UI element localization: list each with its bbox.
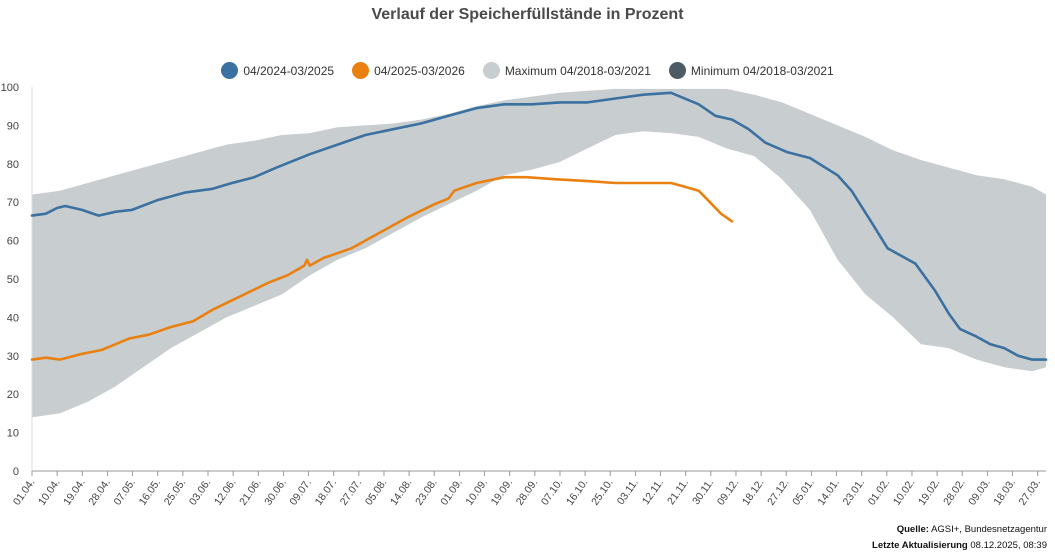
- x-tick-label: 14.01.: [815, 477, 842, 508]
- legend-marker-minimum: [668, 62, 686, 79]
- x-tick-label: 27.07.: [338, 477, 365, 508]
- x-tick-label: 09.12.: [715, 477, 742, 508]
- y-tick-label: 10: [7, 428, 19, 440]
- y-tick-label: 20: [7, 389, 19, 401]
- x-tick-label: 28.09.: [514, 477, 541, 508]
- y-tick-label: 60: [7, 236, 19, 248]
- y-tick-label: 100: [1, 82, 19, 94]
- y-tick-label: 70: [7, 197, 19, 209]
- y-tick-label: 0: [13, 466, 19, 478]
- x-tick-label: 23.01.: [841, 477, 868, 508]
- x-tick-label: 10.09.: [463, 477, 490, 508]
- y-tick-label: 90: [7, 120, 19, 132]
- x-tick-label: 12.11.: [640, 477, 666, 507]
- x-tick-label: 16.10.: [564, 477, 591, 508]
- x-tick-label: 19.04.: [61, 477, 88, 508]
- x-tick-label: 05.08.: [363, 477, 390, 508]
- x-tick-label: 10.02.: [891, 477, 918, 508]
- x-tick-label: 09.07.: [287, 477, 314, 508]
- x-tick-label: 12.06.: [212, 477, 239, 508]
- legend-item-2024[interactable]: 04/2024-03/2025: [221, 62, 334, 79]
- y-tick-label: 40: [7, 312, 19, 324]
- series-line-2024-2025[interactable]: [30, 91, 1048, 361]
- x-tick-label: 28.04.: [86, 477, 113, 508]
- x-tick-label: 21.06.: [237, 477, 264, 508]
- x-tick-label: 28.02.: [941, 477, 968, 508]
- x-tick-label: 18.12.: [740, 477, 767, 508]
- x-tick-label: 25.10.: [589, 477, 616, 508]
- x-tick-label: 19.09.: [489, 477, 516, 508]
- x-tick-label: 01.04.: [11, 477, 38, 508]
- x-tick-label: 19.02.: [916, 477, 943, 508]
- x-tick-label: 10.04.: [36, 477, 63, 508]
- chart-title: Verlauf der Speicherfüllstände in Prozen…: [371, 6, 684, 23]
- legend-item-minimum[interactable]: Minimum 04/2018-03/2021: [668, 62, 834, 79]
- legend-label-minimum: Minimum 04/2018-03/2021: [690, 63, 834, 78]
- x-tick-label: 09.03.: [966, 477, 993, 508]
- x-tick-label: 07.10.: [539, 477, 566, 508]
- x-tick-label: 03.06.: [187, 477, 214, 508]
- x-tick-label: 27.12.: [765, 477, 792, 508]
- x-tick-label: 25.05.: [162, 477, 189, 508]
- x-tick-label: 01.09.: [438, 477, 465, 508]
- chart-legend: 04/2024-03/2025 04/2025-03/2026 Maximum …: [0, 62, 1055, 79]
- y-tick-label: 50: [7, 274, 19, 286]
- y-tick-label: 30: [7, 351, 19, 363]
- series-line-2025-2026[interactable]: [30, 175, 734, 361]
- x-tick-label: 07.05.: [111, 477, 138, 508]
- legend-marker-2024: [221, 62, 239, 79]
- legend-item-2025[interactable]: 04/2025-03/2026: [352, 62, 465, 79]
- source-note: Quelle: AGSI+, Bundesnetzagentur: [896, 524, 1047, 535]
- x-tick-label: 27.03.: [1017, 477, 1044, 508]
- x-tick-label: 30.06.: [262, 477, 289, 508]
- x-tick-label: 18.03.: [991, 477, 1018, 508]
- range-band: [32, 88, 1046, 418]
- x-tick-label: 14.08.: [388, 477, 415, 508]
- x-tick-label: 23.08.: [413, 477, 440, 508]
- legend-label-maximum: Maximum 04/2018-03/2021: [504, 63, 651, 78]
- legend-item-maximum[interactable]: Maximum 04/2018-03/2021: [482, 62, 651, 79]
- last-updated-note: Letzte Aktualisierung 08.12.2025, 08:39: [872, 540, 1047, 551]
- legend-marker-maximum: [482, 62, 500, 79]
- legend-label-2024: 04/2024-03/2025: [243, 63, 335, 78]
- x-tick-label: 30.11.: [690, 477, 716, 507]
- x-tick-label: 21.11.: [665, 477, 691, 507]
- x-tick-label: 18.07.: [313, 477, 340, 508]
- x-tick-label: 16.05.: [137, 477, 164, 508]
- legend-marker-2025: [352, 62, 370, 79]
- x-tick-label: 01.02.: [866, 477, 893, 508]
- y-tick-label: 80: [7, 159, 19, 171]
- x-tick-label: 05.01.: [790, 477, 817, 508]
- legend-label-2025: 04/2025-03/2026: [374, 63, 465, 78]
- x-tick-label: 03.11.: [615, 477, 641, 507]
